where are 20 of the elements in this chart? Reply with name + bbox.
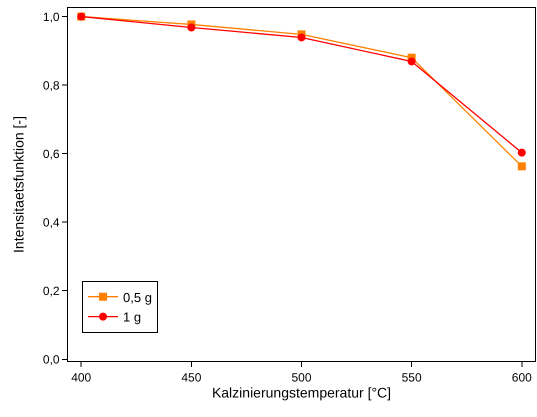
y-tick-label: 0,6 [42,146,60,161]
y-tick-label: 0,4 [42,215,60,230]
point [187,24,196,32]
legend-label: 1 g [123,310,142,325]
x-tick-label: 600 [512,370,532,384]
x-axis-title: Kalzinierungstemperatur [°C] [212,384,392,401]
x-tick-label: 500 [291,370,312,384]
y-axis-title: Intensitaetsfunktion [-] [10,116,27,253]
y-tick-label: 1,0 [42,10,60,24]
point [518,162,526,170]
point [408,57,416,66]
legend-label: 0,5 g [123,290,152,305]
y-tick-label: 0,0 [42,352,60,366]
point [518,148,526,157]
y-tick-label: 0,8 [42,78,60,92]
y-tick-label: 0,2 [42,284,60,298]
x-tick-label: 550 [402,370,422,384]
x-tick-label: 400 [71,370,92,384]
point [298,33,306,42]
x-tick-label: 450 [181,370,202,384]
